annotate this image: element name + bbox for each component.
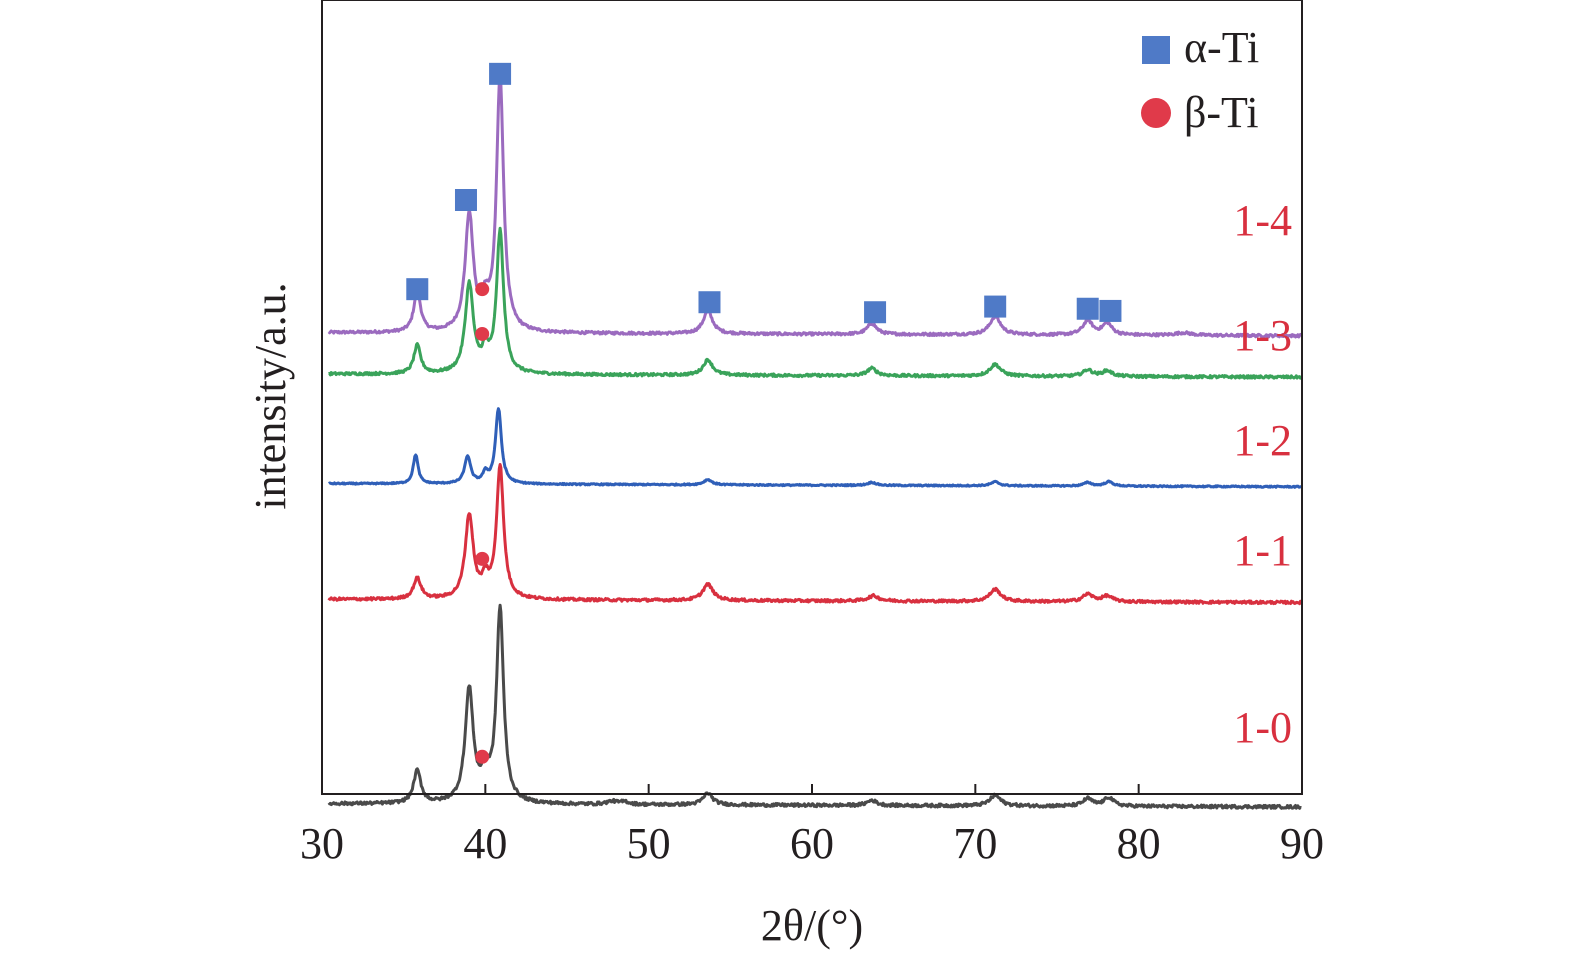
- beta-ti-marker: [475, 749, 490, 764]
- x-tick-label: 70: [953, 819, 997, 868]
- x-tick-label: 30: [300, 819, 344, 868]
- alpha-ti-marker: [1099, 299, 1122, 322]
- x-tick-label: 80: [1117, 819, 1161, 868]
- curve-1-4: [327, 73, 1303, 339]
- alpha-ti-marker: [489, 62, 512, 85]
- curve-1-2: [328, 407, 1302, 489]
- beta-ti-marker: [475, 326, 490, 341]
- curve-label-1-0: 1-0: [1233, 703, 1292, 752]
- legend-beta-marker: [1141, 98, 1171, 128]
- x-tick-label: 40: [463, 819, 507, 868]
- beta-ti-marker: [475, 282, 490, 297]
- curve-1-1: [327, 463, 1302, 606]
- beta-ti-marker: [475, 551, 490, 566]
- x-tick-label: 60: [790, 819, 834, 868]
- legend: α-Ti β-Ti: [1141, 23, 1259, 137]
- alpha-ti-marker: [864, 301, 887, 324]
- curve-label-1-4: 1-4: [1233, 196, 1292, 245]
- curve-label-1-1: 1-1: [1233, 526, 1292, 575]
- alpha-ti-marker: [698, 291, 721, 314]
- phase-markers: [406, 62, 1122, 764]
- alpha-ti-marker: [1076, 297, 1099, 320]
- xrd-curves: [327, 73, 1303, 810]
- legend-alpha-label: α-Ti: [1184, 23, 1259, 72]
- legend-alpha-marker: [1142, 36, 1170, 64]
- curve-label-1-3: 1-3: [1233, 311, 1292, 360]
- x-ticks: 30 40 50 60 70 80 90: [300, 784, 1324, 868]
- alpha-ti-marker: [984, 295, 1007, 318]
- alpha-ti-marker: [454, 189, 477, 211]
- curve-1-3: [328, 226, 1303, 380]
- x-axis-title: 2θ/(°): [761, 901, 863, 950]
- curve-1-0: [327, 603, 1302, 810]
- alpha-ti-marker: [406, 278, 429, 301]
- y-axis-title: intensity/a.u.: [246, 282, 295, 509]
- x-tick-label: 90: [1280, 819, 1324, 868]
- legend-beta-label: β-Ti: [1184, 88, 1259, 137]
- curve-label-1-2: 1-2: [1233, 416, 1292, 465]
- x-tick-label: 50: [627, 819, 671, 868]
- curve-labels: 1-4 1-3 1-2 1-1 1-0: [1233, 196, 1292, 752]
